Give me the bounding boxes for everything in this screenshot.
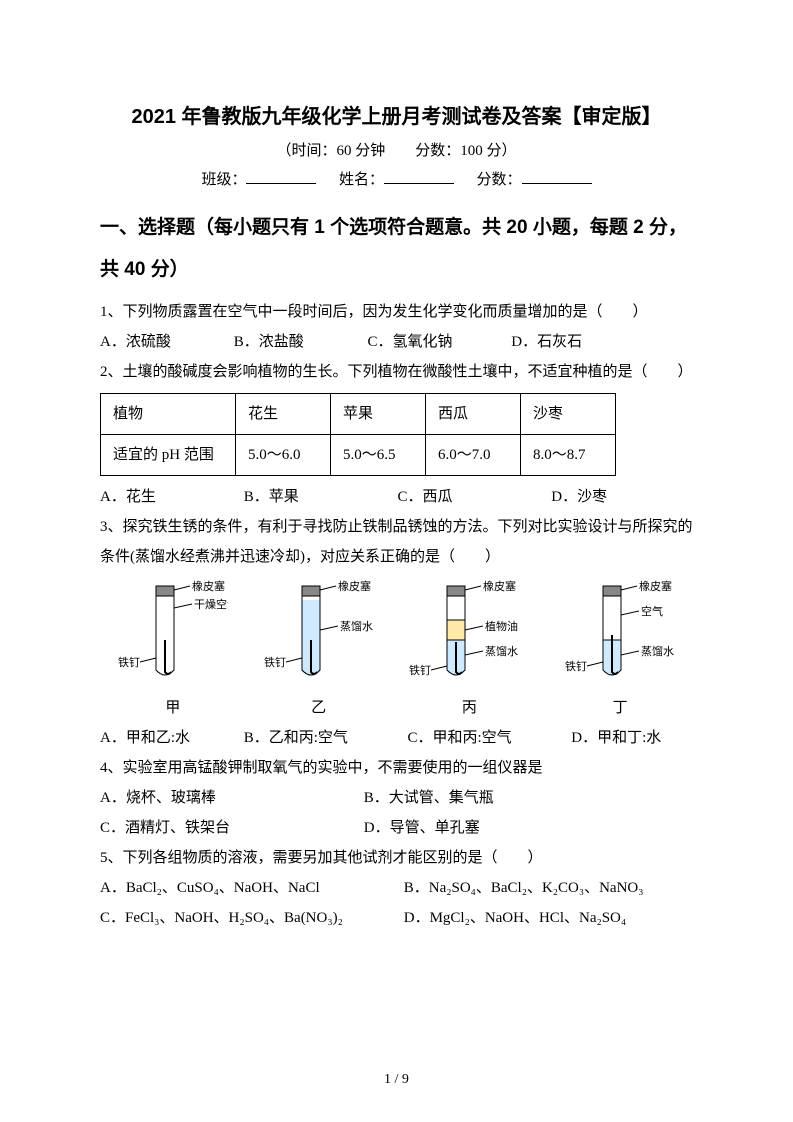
th-3: 西瓜: [426, 393, 521, 434]
q5-opts-2: C．FeCl₃、NaOH、H₂SO₄、Ba(NO₃)₂ D．MgCl₂、NaOH…: [100, 903, 693, 933]
q5-d: D．MgCl₂、NaOH、HCl、Na₂SO₄: [404, 903, 626, 933]
tube-yi-name: 乙: [264, 696, 374, 717]
th-1: 花生: [236, 393, 331, 434]
lbl-nail: 铁钉: [264, 656, 286, 669]
q2-d: D．沙枣: [551, 482, 607, 512]
tube-ding: 橡皮塞 空气 蒸馏水 铁钉 丁: [565, 580, 675, 717]
q4-opts-2: C．酒精灯、铁架台 D．导管、单孔塞: [100, 813, 693, 843]
q2-c: C．西瓜: [398, 482, 548, 512]
tube-ding-svg: 橡皮塞 空气 蒸馏水 铁钉: [565, 580, 675, 690]
lbl-nail: 铁钉: [565, 660, 587, 673]
lbl-air: 干燥空气: [194, 597, 228, 611]
lbl-air: 空气: [641, 604, 663, 618]
form-line: 班级： 姓名： 分数：: [100, 168, 693, 189]
name-blank: [384, 168, 454, 184]
doc-title: 2021 年鲁教版九年级化学上册月考测试卷及答案【审定版】: [100, 100, 693, 129]
lbl-nail: 铁钉: [118, 656, 140, 669]
q4-stem: 4、实验室用高锰酸钾制取氧气的实验中，不需要使用的一组仪器是: [100, 753, 693, 783]
q3-stem: 3、探究铁生锈的条件，有利于寻找防止铁制品锈蚀的方法。下列对比实验设计与所探究的…: [100, 512, 693, 572]
q1-d: D．石灰石: [511, 327, 582, 357]
q2-a: A．花生: [100, 482, 240, 512]
page-footer: 1 / 9: [0, 1072, 793, 1088]
q3-opts: A．甲和乙:水 B．乙和丙:空气 C．甲和丙:空气 D．甲和丁:水: [100, 723, 693, 753]
lbl-liq: 蒸馏水: [485, 644, 518, 658]
q5-opts-1: A．BaCl₂、CuSO₄、NaOH、NaCl B．Na₂SO₄、BaCl₂、K…: [100, 873, 693, 903]
th-4: 沙枣: [521, 393, 616, 434]
q4-c: C．酒精灯、铁架台: [100, 813, 360, 843]
lbl-cap: 橡皮塞: [483, 580, 516, 593]
score-label: 分数：: [477, 172, 522, 188]
th-2: 苹果: [331, 393, 426, 434]
q3-a: A．甲和乙:水: [100, 723, 240, 753]
doc-subtitle: （时间：60 分钟 分数：100 分）: [100, 139, 693, 160]
tube-yi: 橡皮塞 蒸馏水 铁钉 乙: [264, 580, 374, 717]
q2-table: 植物 花生 苹果 西瓜 沙枣 适宜的 pH 范围 5.0～6.0 5.0～6.5…: [100, 393, 616, 476]
q2-b: B．苹果: [244, 482, 394, 512]
tube-bing: 橡皮塞 植物油 蒸馏水 铁钉 丙: [409, 580, 529, 717]
q3-d: D．甲和丁:水: [571, 723, 661, 753]
tube-bing-name: 丙: [409, 696, 529, 717]
table-row: 植物 花生 苹果 西瓜 沙枣: [101, 393, 616, 434]
q1-b: B．浓盐酸: [234, 327, 364, 357]
q4-opts-1: A．烧杯、玻璃棒 B．大试管、集气瓶: [100, 783, 693, 813]
class-blank: [246, 168, 316, 184]
tube-jia: 橡皮塞 干燥空气 铁钉 甲: [118, 580, 228, 717]
q3-figure: 橡皮塞 干燥空气 铁钉 甲 橡皮塞 蒸馏水: [100, 580, 693, 717]
score-blank: [522, 168, 592, 184]
class-label: 班级：: [201, 172, 246, 188]
q2-opts: A．花生 B．苹果 C．西瓜 D．沙枣: [100, 482, 693, 512]
section-1-head: 一、选择题（每小题只有 1 个选项符合题意。共 20 小题，每题 2 分，共 4…: [100, 207, 693, 291]
tube-jia-svg: 橡皮塞 干燥空气 铁钉: [118, 580, 228, 690]
page: 2021 年鲁教版九年级化学上册月考测试卷及答案【审定版】 （时间：60 分钟 …: [0, 0, 793, 1122]
lbl-oil: 植物油: [485, 619, 518, 633]
lbl-cap: 橡皮塞: [338, 580, 371, 593]
q3-c: C．甲和丙:空气: [408, 723, 568, 753]
cell-2: 5.0～6.5: [331, 434, 426, 475]
th-plant: 植物: [101, 393, 236, 434]
lbl-liq: 蒸馏水: [641, 644, 674, 658]
cell-1: 5.0～6.0: [236, 434, 331, 475]
q5-stem: 5、下列各组物质的溶液，需要另加其他试剂才能区别的是（ ）: [100, 843, 693, 873]
q1-stem: 1、下列物质露置在空气中一段时间后，因为发生化学变化而质量增加的是（ ）: [100, 297, 693, 327]
name-label: 姓名：: [339, 172, 384, 188]
lbl-cap: 橡皮塞: [192, 580, 225, 593]
lbl-cap: 橡皮塞: [639, 580, 672, 593]
cell-3: 6.0～7.0: [426, 434, 521, 475]
tube-ding-name: 丁: [565, 696, 675, 717]
lbl-nail: 铁钉: [409, 664, 431, 677]
q5-c: C．FeCl₃、NaOH、H₂SO₄、Ba(NO₃)₂: [100, 903, 400, 933]
tube-jia-name: 甲: [118, 696, 228, 717]
tube-yi-svg: 橡皮塞 蒸馏水 铁钉: [264, 580, 374, 690]
q2-stem: 2、土壤的酸碱度会影响植物的生长。下列植物在微酸性土壤中，不适宜种植的是（ ）: [100, 357, 693, 387]
tube-bing-svg: 橡皮塞 植物油 蒸馏水 铁钉: [409, 580, 529, 690]
q4-b: B．大试管、集气瓶: [364, 783, 494, 813]
q1-opts: A．浓硫酸 B．浓盐酸 C．氢氧化钠 D．石灰石: [100, 327, 693, 357]
q4-a: A．烧杯、玻璃棒: [100, 783, 360, 813]
cell-4: 8.0～8.7: [521, 434, 616, 475]
table-row: 适宜的 pH 范围 5.0～6.0 5.0～6.5 6.0～7.0 8.0～8.…: [101, 434, 616, 475]
lbl-liq: 蒸馏水: [340, 619, 373, 633]
row-label: 适宜的 pH 范围: [101, 434, 236, 475]
q1-c: C．氢氧化钠: [368, 327, 508, 357]
q4-d: D．导管、单孔塞: [364, 813, 480, 843]
q5-b: B．Na₂SO₄、BaCl₂、K₂CO₃、NaNO₃: [404, 873, 644, 903]
q1-a: A．浓硫酸: [100, 327, 230, 357]
q5-a: A．BaCl₂、CuSO₄、NaOH、NaCl: [100, 873, 400, 903]
q3-b: B．乙和丙:空气: [244, 723, 404, 753]
